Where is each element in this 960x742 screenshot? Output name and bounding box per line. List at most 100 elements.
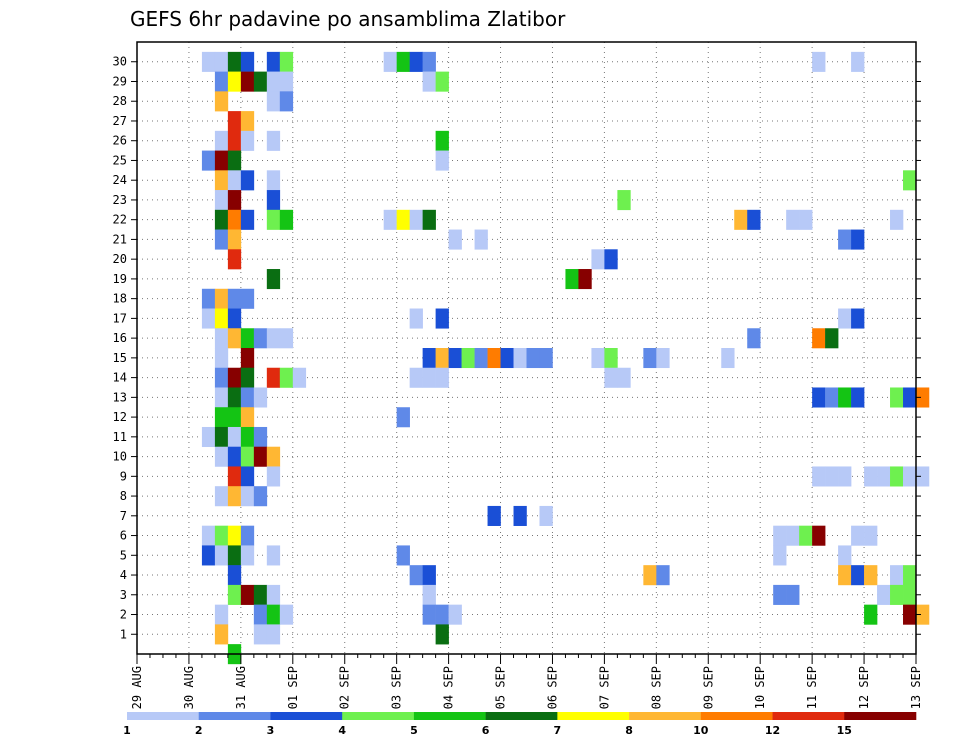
heatmap-cell [799,525,813,546]
x-tick-label: 12 SEP [857,666,871,709]
heatmap-cell [240,407,255,428]
heatmap-cell [201,150,216,171]
y-tick-label: 27 [113,114,127,128]
heatmap-cell [214,545,229,566]
heatmap-cell [877,466,891,487]
heatmap-cell [214,288,229,309]
x-tick-label: 07 SEP [597,666,611,709]
y-tick-label: 24 [113,173,127,187]
heatmap-cell [240,466,255,487]
heatmap-cell [890,565,904,586]
heatmap-cell [227,486,242,507]
x-tick-label: 31 AUG [234,666,248,709]
heatmap-cell [578,269,592,290]
heatmap-cell [435,71,449,92]
heatmap-cell [903,604,917,625]
heatmap-cell [851,565,865,586]
heatmap-cell [786,584,800,605]
heatmap-cell [227,209,242,230]
heatmap-cell [539,505,553,526]
heatmap-cell [435,604,449,625]
x-tick-label: 10 SEP [753,666,767,709]
heatmap-cell [240,288,255,309]
color-bar-label: 6 [482,724,490,737]
heatmap-cell [240,387,255,408]
heatmap-cell [656,565,670,586]
heatmap-cell [266,545,281,566]
heatmap-cell [201,51,216,72]
heatmap-cell [422,348,436,369]
x-axis: 29 AUG 30 AUG 31 AUG 01 SEP 02 SEP 03 SEP 04 S… [130,654,923,709]
heatmap-cell [903,387,917,408]
heatmap-cell [240,426,255,448]
heatmap-cell [851,51,865,72]
heatmap-cell [266,209,281,230]
heatmap-cell [903,584,917,605]
heatmap-cell [890,466,904,487]
heatmap-cell [227,111,242,132]
heatmap-cell [201,308,216,329]
heatmap-cell [240,525,255,546]
heatmap-cell [435,624,449,645]
heatmap-cell [721,348,735,369]
heatmap-cell [890,387,904,408]
heatmap-cell [214,170,229,191]
heatmap-cell [409,51,423,72]
heatmap-cell [214,150,229,171]
heatmap-cell [643,348,657,369]
heatmap-cell [266,624,281,645]
color-bar-segment [629,712,702,720]
heatmap-cell [201,545,216,566]
heatmap-cell [266,91,281,112]
heatmap-cell [812,328,826,349]
heatmap-cell [591,348,605,369]
heatmap-cell [227,466,242,487]
heatmap-cell [227,525,242,546]
heatmap-cell [916,466,930,487]
color-bar-label: 3 [267,724,275,737]
heatmap-cell [279,71,294,92]
heatmap-cell [227,367,242,388]
heatmap-cell [240,130,255,151]
heatmap-cell [240,348,255,369]
y-tick-label: 18 [113,292,127,306]
color-bar-segment [557,712,630,720]
y-tick-label: 6 [120,529,127,543]
heatmap-cell [214,387,229,408]
heatmap-cell [227,229,242,250]
heatmap-cell [435,150,449,171]
heatmap-cell [266,190,281,211]
heatmap-cell [461,348,475,369]
heatmap-cell [279,604,294,625]
y-tick-label: 5 [120,548,127,562]
heatmap-cell [409,565,423,586]
heatmap-cell [409,367,423,388]
heatmap-cell [240,486,255,507]
heatmap-cell [253,426,268,448]
x-tick-label: 09 SEP [701,666,715,709]
color-bar-label: 8 [625,724,633,737]
x-tick-label: 13 SEP [909,666,923,709]
heatmap-cell [279,209,294,230]
heatmap-cell [201,525,216,546]
heatmap-cell [227,308,242,329]
heatmap-cell [474,348,488,369]
color-bar-label: 5 [410,724,418,737]
heatmap-cell [240,328,255,349]
heatmap-cell [201,288,216,309]
heatmap-cell [253,328,268,349]
heatmap-cell [617,367,631,388]
heatmap-cell [214,348,229,369]
color-bar-label: 2 [195,724,203,737]
color-bar-segment [485,712,558,720]
heatmap-cell [253,486,268,507]
heatmap-cell [864,565,878,586]
color-bar-label: 1 [123,724,131,737]
heatmap-cell [513,505,527,526]
heatmap-cell [214,328,229,349]
heatmap-cell [214,367,229,388]
heatmap-cell [214,624,229,645]
x-tick-label: 08 SEP [649,666,663,709]
heatmap-cell [227,150,242,171]
heatmap-cells [201,51,930,665]
